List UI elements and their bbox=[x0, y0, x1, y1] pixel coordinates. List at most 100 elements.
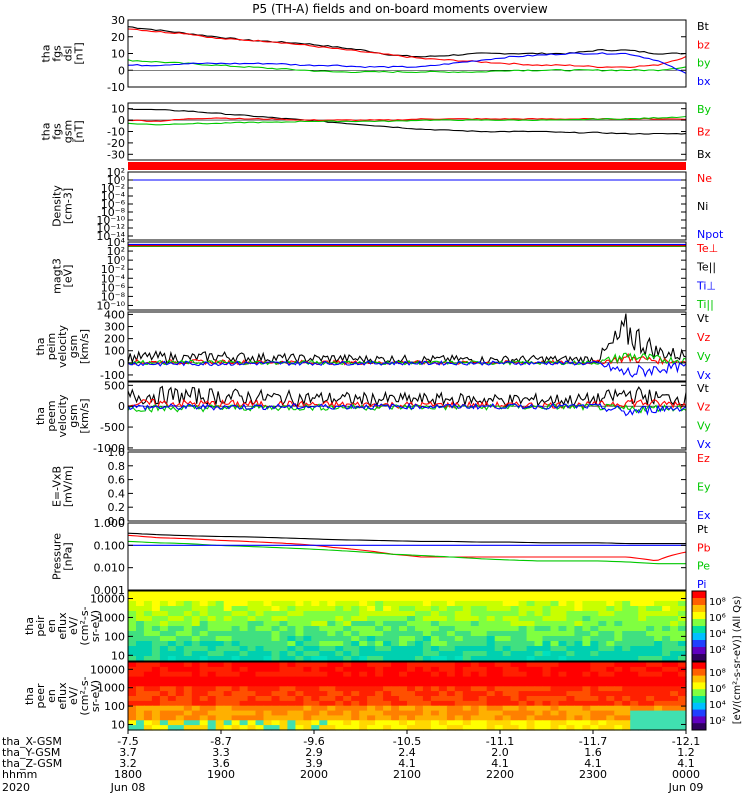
heatmap-cell bbox=[606, 666, 615, 673]
heatmap-cell bbox=[606, 725, 615, 731]
heatmap-cell bbox=[454, 646, 464, 652]
heatmap-cell bbox=[151, 621, 161, 627]
heatmap-cell bbox=[128, 681, 137, 687]
heatmap-cell bbox=[606, 591, 615, 597]
heatmap-cell bbox=[311, 715, 320, 721]
heatmap-cell bbox=[399, 696, 408, 702]
heatmap-cell bbox=[534, 631, 544, 637]
heatmap-cell bbox=[486, 705, 496, 712]
heatmap-cell bbox=[367, 621, 376, 627]
x-tick-label: 4.1 bbox=[491, 757, 509, 770]
heatmap-cell bbox=[566, 616, 575, 622]
heatmap-cell bbox=[359, 691, 368, 697]
colorbar-cell bbox=[692, 605, 706, 613]
heatmap-cell bbox=[399, 651, 408, 657]
heatmap-cell bbox=[678, 676, 687, 683]
heatmap-cell bbox=[207, 686, 217, 692]
heatmap-cell bbox=[582, 646, 591, 652]
y-tick-label: 10⁻¹⁰ bbox=[96, 299, 125, 312]
heatmap-cell bbox=[654, 666, 663, 673]
heatmap-cell bbox=[470, 700, 480, 707]
heatmap-cell bbox=[446, 671, 456, 678]
heatmap-cell bbox=[207, 641, 217, 647]
heatmap-cell bbox=[630, 666, 639, 673]
heatmap-cell bbox=[614, 666, 623, 673]
heatmap-cell bbox=[638, 681, 647, 687]
heatmap-cell bbox=[566, 671, 575, 678]
heatmap-cell bbox=[438, 631, 448, 637]
heatmap-cell bbox=[598, 676, 607, 683]
y-tick-label: 0.100 bbox=[94, 539, 126, 552]
heatmap-cell bbox=[510, 641, 520, 647]
heatmap-cell bbox=[502, 715, 512, 721]
heatmap-cell bbox=[518, 626, 528, 632]
legend-Ni: Ni bbox=[697, 200, 708, 213]
y-axis-label: [nPa] bbox=[62, 542, 75, 570]
y-tick-label: 10⁰ bbox=[107, 254, 126, 267]
heatmap-cell bbox=[351, 601, 360, 607]
heatmap-cell bbox=[167, 596, 177, 602]
heatmap-cell bbox=[207, 681, 217, 687]
heatmap-cell bbox=[311, 681, 320, 687]
series-pressure-Pt bbox=[127, 532, 686, 545]
heatmap-cell bbox=[566, 656, 575, 662]
heatmap-cell bbox=[407, 626, 416, 632]
heatmap-cell bbox=[223, 611, 233, 617]
heatmap-cell bbox=[136, 710, 145, 717]
legend-Vx: Vx bbox=[697, 369, 712, 382]
heatmap-cell bbox=[311, 606, 320, 612]
heatmap-cell bbox=[654, 671, 663, 678]
heatmap-cell bbox=[319, 631, 328, 637]
heatmap-cell bbox=[646, 641, 655, 647]
heatmap-cell bbox=[558, 596, 568, 602]
heatmap-cell bbox=[143, 666, 153, 673]
x-tick-label: 2.0 bbox=[491, 746, 509, 759]
heatmap-cell bbox=[367, 591, 376, 597]
heatmap-cell bbox=[303, 681, 312, 687]
heatmap-cell bbox=[263, 656, 273, 662]
series-peem_vel-Vx bbox=[127, 402, 687, 417]
heatmap-cell bbox=[534, 710, 544, 717]
heatmap-cell bbox=[311, 626, 320, 632]
legend-bz: bz bbox=[697, 38, 710, 51]
panel-frame bbox=[127, 19, 687, 88]
heatmap-cell bbox=[223, 666, 233, 673]
heatmap-cell bbox=[654, 646, 663, 652]
colorbar-tick-label: 10⁶ bbox=[709, 684, 726, 695]
heatmap-cell bbox=[574, 621, 583, 627]
heatmap-cell bbox=[359, 626, 368, 632]
y-axis-label: (cm²-s- bbox=[78, 676, 91, 715]
heatmap-cell bbox=[518, 616, 528, 622]
heatmap-cell bbox=[128, 686, 137, 692]
heatmap-cell bbox=[175, 671, 185, 678]
heatmap-cell bbox=[614, 636, 623, 642]
legend-Bx: Bx bbox=[697, 148, 712, 161]
heatmap-cell bbox=[454, 626, 464, 632]
y-tick-label: -30 bbox=[107, 148, 125, 161]
heatmap-cell bbox=[223, 651, 233, 657]
heatmap-cell bbox=[335, 596, 344, 602]
heatmap-cell bbox=[351, 691, 360, 697]
heatmap-cell bbox=[207, 705, 217, 712]
heatmap-cell bbox=[391, 616, 400, 622]
heatmap-cell bbox=[399, 720, 408, 726]
heatmap-cell bbox=[566, 601, 575, 607]
heatmap-cell bbox=[159, 616, 169, 622]
heatmap-cell bbox=[526, 591, 536, 597]
heatmap-cell bbox=[454, 671, 464, 678]
heatmap-cell bbox=[502, 725, 512, 731]
y-tick-label: 10⁻² bbox=[101, 263, 125, 276]
heatmap-cell bbox=[598, 671, 607, 678]
heatmap-cell bbox=[207, 696, 217, 702]
heatmap-cell bbox=[359, 641, 368, 647]
heatmap-cell bbox=[630, 606, 639, 612]
heatmap-cell bbox=[327, 641, 336, 647]
heatmap-cell bbox=[343, 626, 352, 632]
heatmap-cell bbox=[159, 696, 169, 702]
series-fgs_gsm-By bbox=[127, 115, 687, 126]
series-fgs_gsm-Bx bbox=[127, 107, 687, 135]
heatmap-cell bbox=[598, 616, 607, 622]
heatmap-cell bbox=[199, 686, 209, 692]
heatmap-cell bbox=[422, 715, 432, 721]
heatmap-cell bbox=[606, 636, 615, 642]
